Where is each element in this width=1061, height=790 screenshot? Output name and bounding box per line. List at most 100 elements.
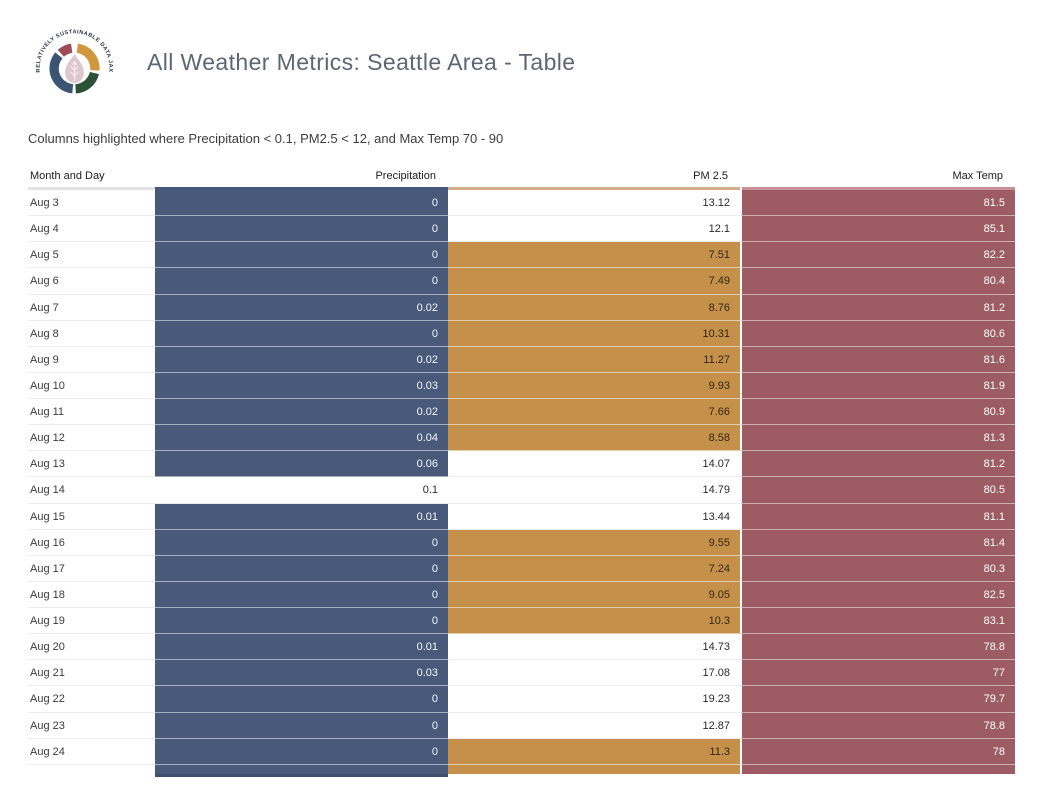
cell-precipitation: 0.03 — [155, 660, 448, 687]
cell-month-day: Aug 8 — [28, 321, 155, 347]
underline-max-temp — [740, 187, 1015, 190]
cell-pm25: 7.24 — [448, 555, 740, 582]
table-row: Aug 12 0.04 8.58 81.3 — [28, 425, 1015, 452]
table-row: Aug 5 0 7.51 82.2 — [28, 242, 1015, 269]
cell-max-temp: 82.5 — [740, 581, 1015, 608]
column-header-max-temp[interactable]: Max Temp — [952, 170, 1003, 182]
cell-month-day: Aug 16 — [28, 530, 155, 556]
cell-month-day — [28, 765, 155, 774]
column-header-month-and-day[interactable]: Month and Day — [30, 170, 105, 182]
cell-max-temp: 80.9 — [740, 399, 1015, 426]
page-title: All Weather Metrics: Seattle Area - Tabl… — [147, 49, 576, 75]
logo-ring — [49, 43, 100, 94]
table-row: Aug 24 0 11.3 78 — [28, 738, 1015, 765]
cell-max-temp: 83.1 — [740, 608, 1015, 635]
cell-month-day: Aug 15 — [28, 504, 155, 530]
table-row: Aug 6 0 7.49 80.4 — [28, 268, 1015, 295]
cell-month-day: Aug 21 — [28, 660, 155, 687]
cell-max-temp: 80.5 — [740, 477, 1015, 504]
cell-pm25: 7.51 — [448, 242, 740, 269]
cell-month-day: Aug 4 — [28, 216, 155, 243]
cell-pm25: 13.44 — [448, 504, 740, 530]
cell-max-temp: 78.8 — [740, 634, 1015, 661]
underline-precipitation — [155, 187, 448, 190]
table-row: Aug 11 0.02 7.66 80.9 — [28, 399, 1015, 426]
table-row-partial — [28, 764, 1015, 777]
underline-pm25 — [448, 187, 740, 190]
table-row: Aug 13 0.06 14.07 81.2 — [28, 451, 1015, 478]
cell-month-day: Aug 23 — [28, 713, 155, 739]
cell-max-temp: 80.6 — [740, 320, 1015, 347]
cell-max-temp: 80.3 — [740, 555, 1015, 582]
cell-precipitation: 0 — [155, 242, 448, 269]
sustainable-data-jax-logo: RELATIVELY SUSTAINABLE DATA JAX — [36, 29, 113, 94]
table-row: Aug 17 0 7.24 80.3 — [28, 555, 1015, 582]
cell-month-day: Aug 18 — [28, 582, 155, 608]
cell-max-temp: 81.6 — [740, 346, 1015, 373]
cell-month-day: Aug 20 — [28, 634, 155, 661]
cell-max-temp — [740, 764, 1015, 774]
table-header-row: Month and Day Precipitation PM 2.5 Max T… — [28, 164, 1015, 187]
cell-precipitation: 0 — [155, 738, 448, 765]
cell-pm25: 12.1 — [448, 216, 740, 243]
cell-pm25: 12.87 — [448, 713, 740, 739]
weather-table-body: Aug 3 0 13.12 81.5 Aug 4 0 12.1 85.1 Aug 5 0 7.51 8… — [28, 190, 1015, 777]
cell-pm25: 9.55 — [448, 529, 740, 556]
cell-max-temp: 81.5 — [740, 190, 1015, 217]
cell-pm25: 10.3 — [448, 608, 740, 635]
cell-pm25 — [448, 764, 740, 774]
cell-max-temp: 78 — [740, 738, 1015, 765]
cell-month-day: Aug 14 — [28, 477, 155, 504]
cell-pm25: 9.93 — [448, 372, 740, 399]
cell-max-temp: 78.8 — [740, 712, 1015, 739]
cell-precipitation: 0 — [155, 581, 448, 608]
cell-max-temp: 81.9 — [740, 372, 1015, 399]
table-row: Aug 18 0 9.05 82.5 — [28, 581, 1015, 608]
cell-month-day: Aug 7 — [28, 295, 155, 321]
cell-max-temp: 79.7 — [740, 686, 1015, 713]
highlight-rules-note: Columns highlighted where Precipitation … — [28, 131, 504, 146]
table-row: Aug 4 0 12.1 85.1 — [28, 216, 1015, 243]
cell-precipitation: 0.02 — [155, 399, 448, 426]
table-row: Aug 21 0.03 17.08 77 — [28, 660, 1015, 687]
header-underline — [28, 187, 1015, 190]
cell-precipitation: 0 — [155, 268, 448, 295]
cell-precipitation: 0 — [155, 216, 448, 243]
cell-precipitation: 0 — [155, 320, 448, 347]
cell-month-day: Aug 17 — [28, 556, 155, 582]
cell-precipitation: 0 — [155, 555, 448, 582]
cell-pm25: 11.3 — [448, 738, 740, 765]
underline-month — [28, 187, 155, 190]
cell-pm25: 8.76 — [448, 294, 740, 321]
cell-precipitation: 0.03 — [155, 372, 448, 399]
cell-max-temp: 80.4 — [740, 268, 1015, 295]
cell-precipitation: 0 — [155, 712, 448, 739]
cell-max-temp: 81.2 — [740, 294, 1015, 321]
cell-precipitation: 0.04 — [155, 425, 448, 452]
table-row: Aug 16 0 9.55 81.4 — [28, 529, 1015, 556]
cell-pm25: 19.23 — [448, 686, 740, 713]
leaf-droplet-icon — [65, 54, 84, 83]
table-row: Aug 20 0.01 14.73 78.8 — [28, 634, 1015, 661]
cell-pm25: 17.08 — [448, 660, 740, 687]
cell-pm25: 10.31 — [448, 320, 740, 347]
column-header-pm25[interactable]: PM 2.5 — [693, 170, 728, 182]
cell-max-temp: 81.1 — [740, 503, 1015, 530]
table-row: Aug 3 0 13.12 81.5 — [28, 190, 1015, 217]
cell-max-temp: 81.4 — [740, 529, 1015, 556]
cell-precipitation: 0.01 — [155, 503, 448, 530]
cell-max-temp: 82.2 — [740, 242, 1015, 269]
cell-pm25: 11.27 — [448, 346, 740, 373]
table-row: Aug 10 0.03 9.93 81.9 — [28, 372, 1015, 399]
cell-precipitation: 0.02 — [155, 294, 448, 321]
cell-pm25: 7.66 — [448, 399, 740, 426]
cell-pm25: 14.79 — [448, 477, 740, 504]
column-header-precipitation[interactable]: Precipitation — [375, 170, 436, 182]
cell-month-day: Aug 19 — [28, 608, 155, 635]
cell-month-day: Aug 6 — [28, 268, 155, 295]
cell-max-temp: 81.2 — [740, 451, 1015, 478]
table-row: Aug 7 0.02 8.76 81.2 — [28, 294, 1015, 321]
cell-precipitation: 0.01 — [155, 634, 448, 661]
cell-precipitation: 0 — [155, 608, 448, 635]
table-row: Aug 23 0 12.87 78.8 — [28, 712, 1015, 739]
